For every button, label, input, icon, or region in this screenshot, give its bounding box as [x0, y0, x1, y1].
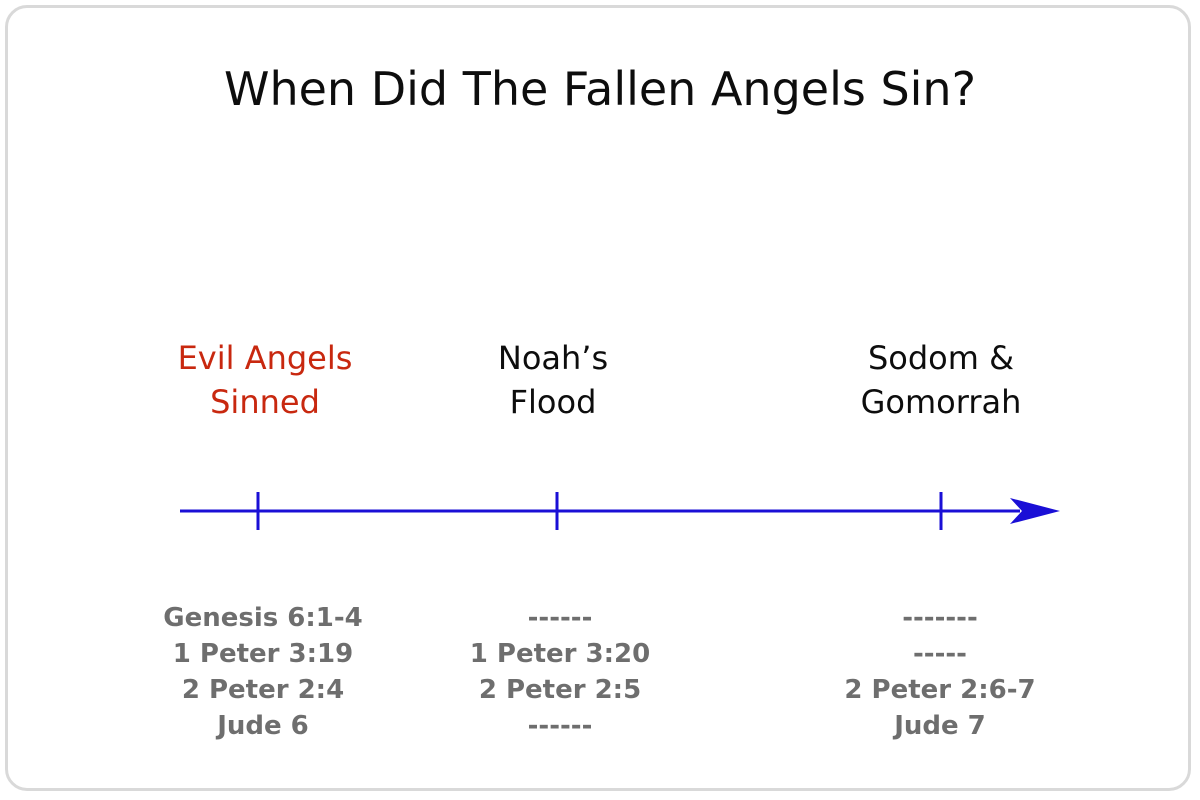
- references-evil-angels: Genesis 6:1-4 1 Peter 3:19 2 Peter 2:4 J…: [113, 600, 413, 744]
- references-noahs-flood: ------ 1 Peter 3:20 2 Peter 2:5 ------: [410, 600, 710, 744]
- reference-line: ------: [527, 603, 593, 633]
- reference-line: -----: [913, 639, 967, 669]
- reference-line: Genesis 6:1-4: [163, 603, 363, 633]
- references-sodom-gomorrah: ------- ----- 2 Peter 2:6-7 Jude 7: [790, 600, 1090, 744]
- reference-line: ------: [527, 711, 593, 741]
- reference-line: 1 Peter 3:19: [172, 639, 354, 669]
- event-label-sodom-gomorrah: Sodom & Gomorrah: [860, 339, 1022, 421]
- diagram-card: [5, 5, 1191, 791]
- event-label-evil-angels: Evil Angels Sinned: [177, 339, 353, 421]
- reference-line: Jude 6: [217, 711, 309, 741]
- reference-line: 1 Peter 3:20: [469, 639, 651, 669]
- reference-line: Jude 7: [894, 711, 986, 741]
- reference-line: 2 Peter 2:5: [478, 675, 642, 705]
- reference-line: 2 Peter 2:6-7: [844, 675, 1036, 705]
- event-label-noahs-flood: Noah’s Flood: [497, 339, 609, 421]
- reference-line: 2 Peter 2:4: [181, 675, 345, 705]
- page-title: When Did The Fallen Angels Sin?: [223, 62, 976, 116]
- reference-line: -------: [902, 603, 978, 633]
- timeline-arrowhead: [1010, 498, 1060, 524]
